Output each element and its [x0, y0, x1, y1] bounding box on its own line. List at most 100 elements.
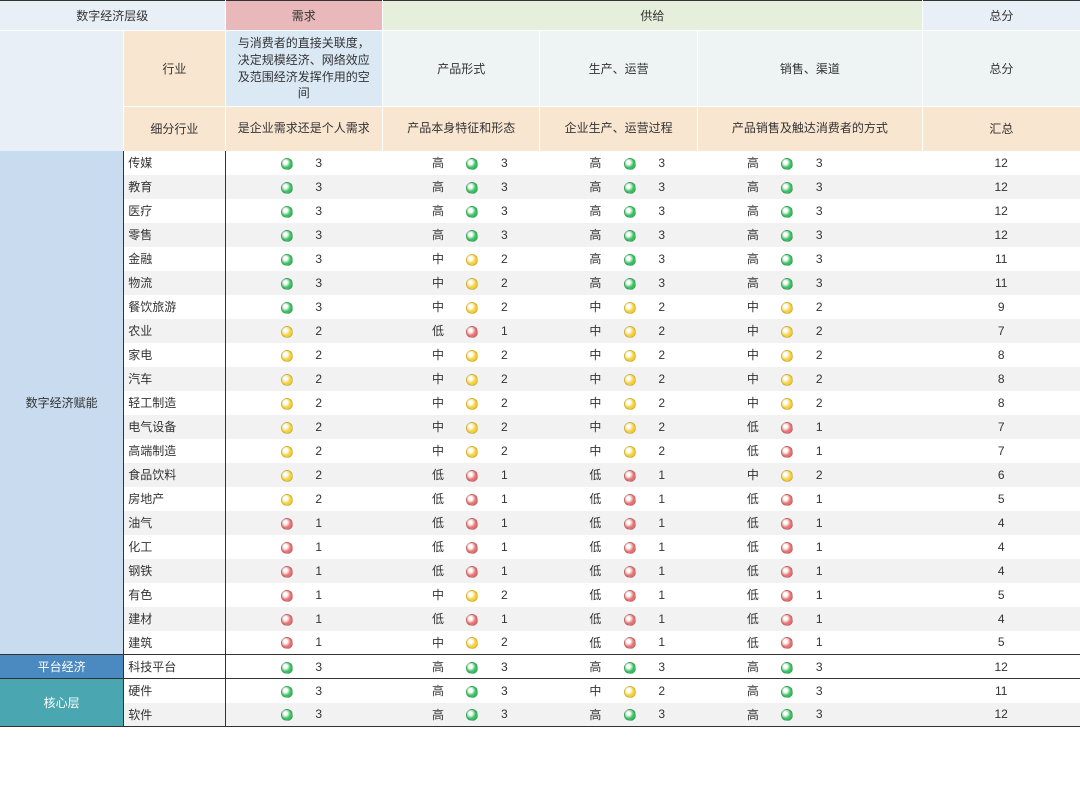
supply1-dot — [450, 655, 495, 679]
supply2-dot — [607, 463, 652, 487]
spacer — [225, 175, 264, 199]
mid-dot-icon — [281, 350, 293, 362]
low-dot-icon — [466, 494, 478, 506]
total-score: 5 — [922, 487, 1080, 511]
supply2-level: 中 — [540, 367, 608, 391]
supply2-dot — [607, 295, 652, 319]
mid-dot-icon — [281, 422, 293, 434]
low-dot-icon — [624, 637, 636, 649]
low-dot-icon — [624, 470, 636, 482]
table-row: 金融3中2高3高311 — [0, 247, 1080, 271]
supply1-score: 2 — [495, 247, 540, 271]
supply2-dot — [607, 175, 652, 199]
low-dot-icon — [781, 518, 793, 530]
demand-dot — [264, 487, 309, 511]
supply3-level: 中 — [697, 367, 765, 391]
table-row: 房地产2低1低1低15 — [0, 487, 1080, 511]
demand-score: 3 — [309, 175, 382, 199]
spacer — [855, 151, 923, 175]
sector-name: 轻工制造 — [124, 391, 225, 415]
supply2-dot — [607, 391, 652, 415]
supply1-dot — [450, 343, 495, 367]
high-dot-icon — [466, 158, 478, 170]
header-supply-sub1: 产品形式 — [382, 31, 539, 107]
header-sub-industry: 细分行业 — [124, 107, 225, 151]
demand-dot — [264, 391, 309, 415]
supply1-level: 高 — [382, 175, 450, 199]
supply1-score: 2 — [495, 583, 540, 607]
demand-score: 3 — [309, 271, 382, 295]
supply2-dot — [607, 247, 652, 271]
sector-name: 传媒 — [124, 151, 225, 175]
supply1-dot — [450, 295, 495, 319]
spacer — [225, 367, 264, 391]
supply2-dot — [607, 271, 652, 295]
scoring-table: 数字经济层级 需求 供给 总分 行业 与消费者的直接关联度，决定规模经济、网络效… — [0, 0, 1080, 727]
supply3-score: 1 — [810, 487, 855, 511]
table-row: 油气1低1低1低14 — [0, 511, 1080, 535]
mid-dot-icon — [466, 422, 478, 434]
header-total-sub: 总分 — [922, 31, 1080, 107]
spacer — [855, 343, 923, 367]
supply2-dot — [607, 559, 652, 583]
mid-dot-icon — [781, 398, 793, 410]
high-dot-icon — [281, 158, 293, 170]
sector-name: 汽车 — [124, 367, 225, 391]
supply2-level: 高 — [540, 223, 608, 247]
total-score: 12 — [922, 223, 1080, 247]
table-body: 数字经济赋能传媒3高3高3高312教育3高3高3高312医疗3高3高3高312零… — [0, 151, 1080, 727]
supply1-dot — [450, 631, 495, 655]
demand-score: 3 — [309, 151, 382, 175]
low-dot-icon — [466, 566, 478, 578]
supply2-level: 中 — [540, 391, 608, 415]
sector-name: 餐饮旅游 — [124, 295, 225, 319]
supply2-score: 1 — [652, 583, 697, 607]
sector-name: 食品饮料 — [124, 463, 225, 487]
supply3-score: 1 — [810, 583, 855, 607]
total-score: 12 — [922, 199, 1080, 223]
supply3-level: 高 — [697, 271, 765, 295]
high-dot-icon — [624, 230, 636, 242]
high-dot-icon — [624, 709, 636, 721]
total-score: 8 — [922, 343, 1080, 367]
supply1-level: 低 — [382, 607, 450, 631]
demand-dot — [264, 271, 309, 295]
low-dot-icon — [781, 637, 793, 649]
supply1-level: 低 — [382, 319, 450, 343]
demand-dot — [264, 295, 309, 319]
mid-dot-icon — [781, 350, 793, 362]
supply2-level: 高 — [540, 175, 608, 199]
demand-dot — [264, 583, 309, 607]
demand-dot — [264, 343, 309, 367]
demand-dot — [264, 367, 309, 391]
supply2-level: 中 — [540, 439, 608, 463]
supply3-dot — [765, 343, 810, 367]
mid-dot-icon — [466, 350, 478, 362]
total-score: 4 — [922, 535, 1080, 559]
mid-dot-icon — [281, 398, 293, 410]
supply2-score: 1 — [652, 463, 697, 487]
total-score: 8 — [922, 391, 1080, 415]
supply2-level: 低 — [540, 535, 608, 559]
supply3-score: 1 — [810, 631, 855, 655]
supply2-score: 1 — [652, 607, 697, 631]
supply1-score: 2 — [495, 343, 540, 367]
spacer — [855, 319, 923, 343]
demand-dot — [264, 199, 309, 223]
supply1-score: 1 — [495, 535, 540, 559]
demand-dot — [264, 559, 309, 583]
supply3-score: 1 — [810, 511, 855, 535]
sector-name: 房地产 — [124, 487, 225, 511]
mid-dot-icon — [466, 278, 478, 290]
high-dot-icon — [466, 206, 478, 218]
supply3-score: 3 — [810, 679, 855, 703]
supply1-level: 低 — [382, 487, 450, 511]
supply3-dot — [765, 679, 810, 703]
supply3-level: 高 — [697, 679, 765, 703]
supply2-score: 3 — [652, 655, 697, 679]
table-row: 有色1中2低1低15 — [0, 583, 1080, 607]
high-dot-icon — [466, 182, 478, 194]
supply2-level: 中 — [540, 343, 608, 367]
supply2-score: 2 — [652, 295, 697, 319]
table-row: 食品饮料2低1低1中26 — [0, 463, 1080, 487]
